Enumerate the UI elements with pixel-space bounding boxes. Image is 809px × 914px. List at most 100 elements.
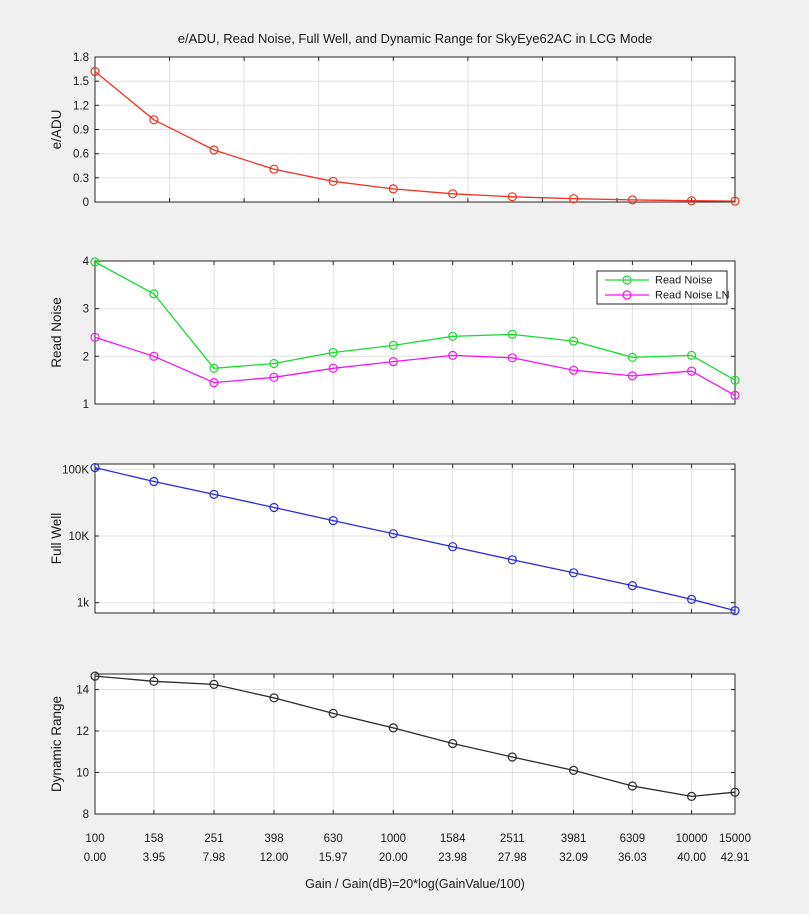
data-point-marker [149,115,159,125]
data-point-marker [568,765,579,776]
data-point-marker [686,594,697,605]
y-tick-label: 14 [76,685,89,697]
y-tick-label: 4 [83,256,90,268]
data-point-marker [448,542,458,552]
x-tick-gain-label: 6309 [620,833,646,845]
x-tick-gain-label: 1000 [381,833,407,845]
data-point-marker [507,353,517,363]
x-tick-gain-label: 251 [204,833,223,845]
y-tick-label: 8 [83,809,89,821]
data-point-marker [269,164,279,174]
data-point-marker [627,371,638,381]
data-point-marker [627,352,638,362]
data-point-marker [269,693,279,703]
data-point-marker [269,358,279,369]
y-tick-label: 10 [76,768,89,780]
data-point-marker [507,752,517,762]
data-point-marker [90,66,100,77]
plot-area[interactable] [95,674,735,814]
x-tick-db-label: 0.00 [84,852,106,864]
data-point-marker [328,176,338,186]
data-point-marker [328,708,338,719]
axis-border [94,673,736,815]
y-tick-label: 0.9 [73,125,89,137]
data-point-marker [730,787,740,797]
legend-box[interactable] [596,270,728,305]
y-tick-label: 12 [76,726,89,738]
data-point-marker [507,329,517,339]
data-point-marker [388,340,398,350]
panel-ylabel: Full Well [49,513,64,565]
data-point-marker [448,331,458,341]
data-point-marker [90,257,100,267]
data-point-marker [209,489,219,499]
y-tick-label: 0.6 [73,149,89,161]
data-point-marker [627,781,638,791]
x-tick-db-label: 7.98 [203,852,225,864]
series-dynamic-range [90,671,740,802]
series-line [94,675,736,798]
series-full-well [90,463,740,616]
y-tick-label: 2 [83,351,89,363]
y-tick-label: 1.2 [73,100,89,112]
legend-entry-label: Read Noise [655,275,712,287]
data-point-marker [568,568,579,578]
series-line [94,336,736,396]
series-e-adu [90,66,740,206]
data-point-marker [507,555,517,565]
x-tick-gain-label: 15000 [719,833,751,845]
data-point-marker [149,351,159,361]
x-tick-db-label: 36.03 [618,852,647,864]
data-point-marker [568,194,579,204]
panel-read-noise: 1 2 3 4 Read Noise Read Noise Read Noise LN [49,256,740,411]
data-point-marker [627,195,638,205]
x-tick-db-label: 15.97 [319,852,348,864]
legend-entry-label: Read Noise LN [655,290,730,302]
x-tick-db-label: 20.00 [379,852,408,864]
x-tick-gain-label: 2511 [500,833,525,845]
data-point-marker [448,189,458,199]
panel-dynamic-range: 8 10 12 14 Dynamic Range [49,671,740,821]
axis-border [94,463,736,614]
data-point-marker [209,145,219,155]
data-point-marker [90,463,100,473]
series-read-noise-ln [90,332,740,400]
figure-title: e/ADU, Read Noise, Full Well, and Dynami… [177,31,653,46]
y-tick-label: 3 [83,304,89,316]
data-point-marker [448,350,458,360]
data-point-marker [730,196,740,206]
legend[interactable]: Read Noise Read Noise LN [596,270,730,305]
data-point-marker [686,791,697,802]
x-tick-db-label: 27.98 [498,852,527,864]
panel-ylabel: Dynamic Range [49,696,64,792]
data-point-marker [90,671,100,681]
y-tick-label: 10K [69,531,90,543]
y-tick-label: 0 [83,197,89,209]
data-point-marker [730,375,740,385]
data-point-marker [328,363,338,373]
data-point-marker [730,390,740,400]
x-tick-gain-label: 630 [324,833,343,845]
y-tick-label: 1.5 [73,76,89,88]
y-tick-label: 1.8 [73,52,89,64]
x-tick-db-label: 23.98 [438,852,467,864]
axis-border [94,260,736,405]
data-point-marker [388,723,398,733]
x-tick-db-label: 12.00 [260,852,289,864]
x-tick-db-label: 32.09 [559,852,588,864]
data-point-marker [388,529,398,539]
data-point-marker [388,357,398,367]
x-tick-gain-label: 3981 [561,833,587,845]
x-tick-gain-label: 158 [144,833,163,845]
x-axis-label: Gain / Gain(dB)=20*log(GainValue/100) [305,877,525,891]
series-read-noise [90,257,740,385]
data-point-marker [730,605,740,616]
x-tick-gain-label: 100 [85,833,104,845]
data-point-marker [388,184,398,194]
data-point-marker [328,515,338,526]
x-tick-gain-label: 398 [264,833,283,845]
series-line [94,261,736,381]
legend-marker [622,275,632,285]
series-line [94,70,736,202]
